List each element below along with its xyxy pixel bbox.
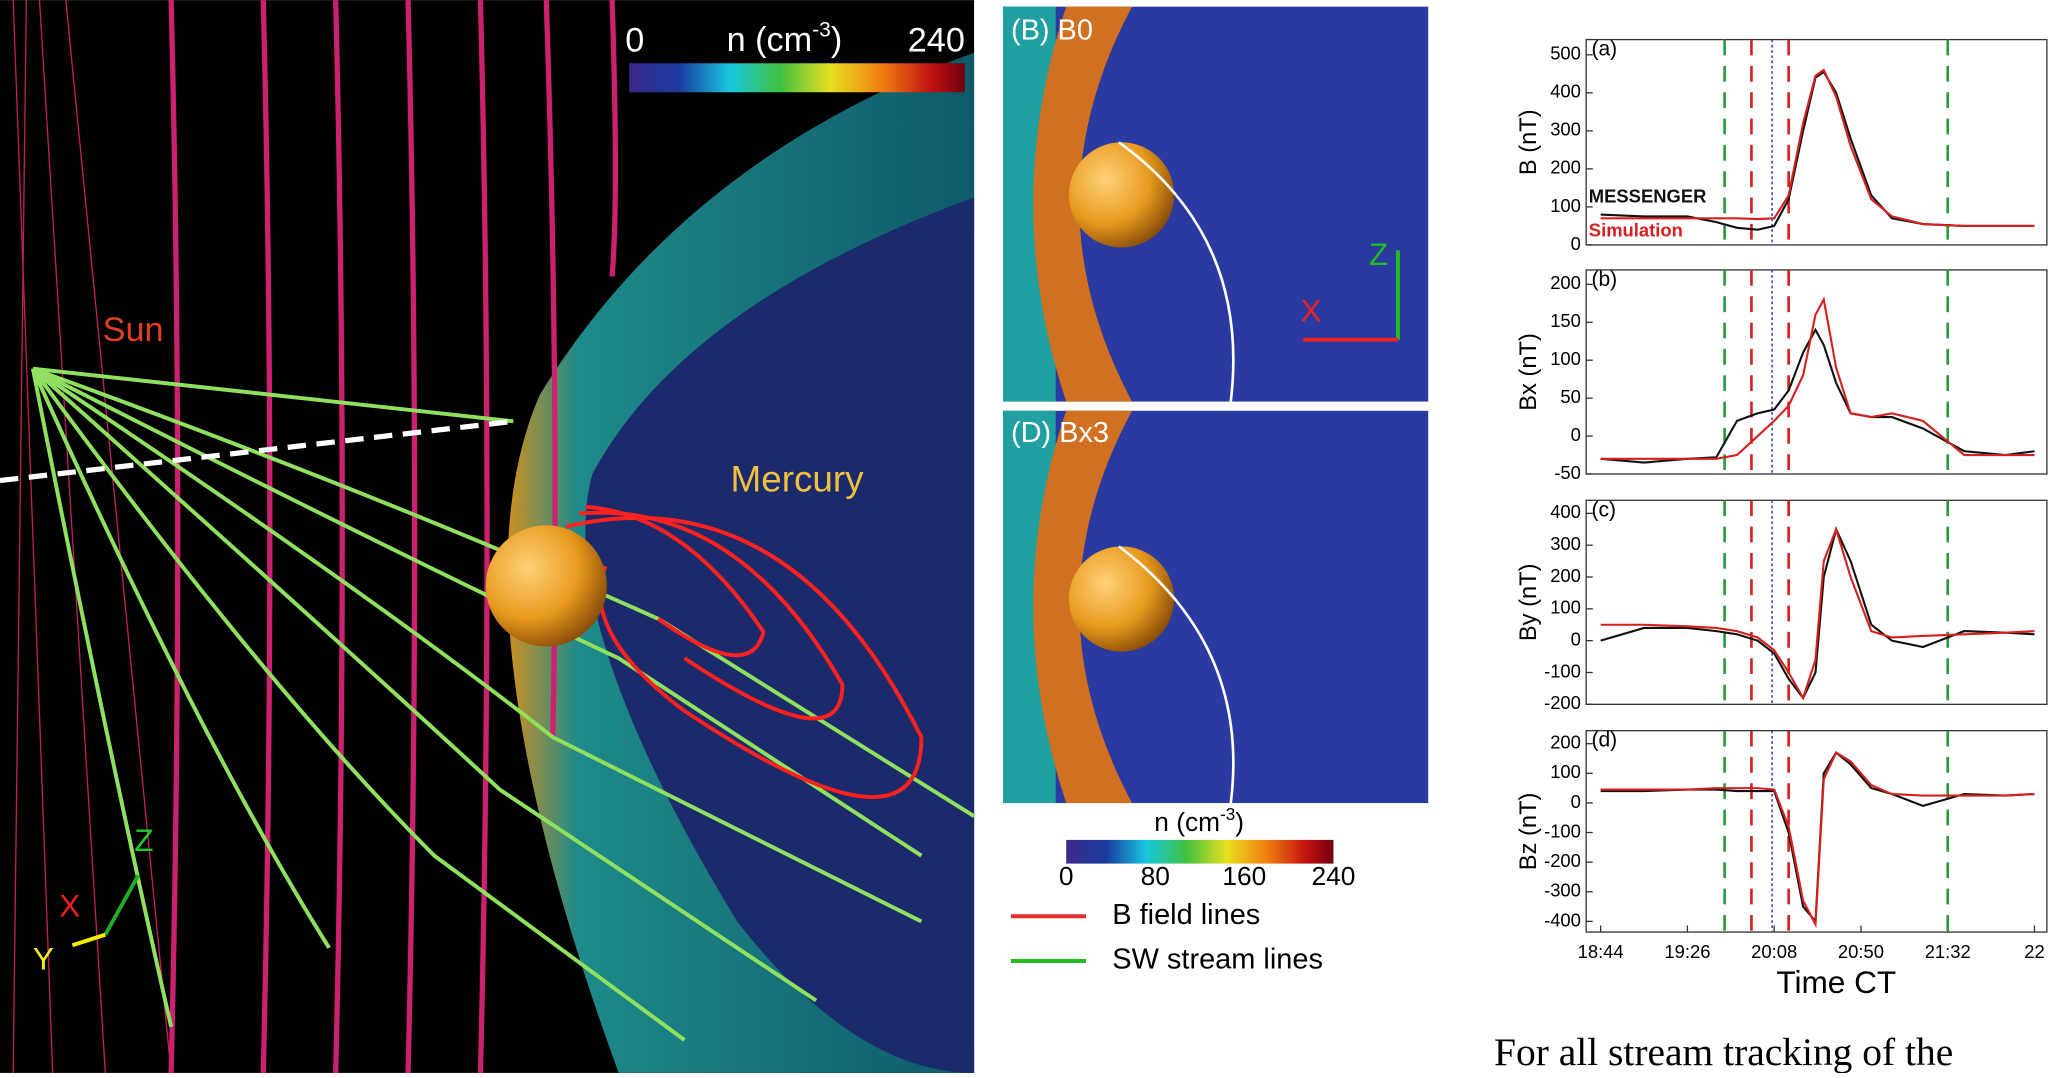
colorbar-tick: 240 [1311, 861, 1355, 891]
y-axis-label: By (nT) [1516, 563, 1542, 641]
y-tick-label: 200 [1550, 732, 1581, 753]
y-tick-label: 200 [1550, 272, 1581, 293]
sun-label: Sun [103, 311, 164, 349]
series-line [1600, 296, 2035, 460]
y-tick-label: 300 [1550, 533, 1581, 554]
y-tick-label: -400 [1544, 909, 1581, 930]
y-tick-label: 200 [1550, 157, 1581, 178]
colorbar-tick: 160 [1222, 861, 1266, 891]
y-tick-label: -100 [1544, 820, 1581, 841]
y-tick-label: 500 [1550, 43, 1581, 64]
x-tick-label: 19:26 [1664, 941, 1710, 962]
panel-label: (a) [1591, 38, 1617, 61]
series-line [1600, 526, 2035, 700]
plot-frame [1585, 730, 2048, 933]
panel-label: (b) [1591, 268, 1617, 291]
y-tick-label: 400 [1550, 501, 1581, 522]
y-tick-label: 400 [1550, 81, 1581, 102]
axis-z: Z [1369, 236, 1388, 272]
plot-frame [1585, 269, 2048, 475]
panel-label: (D) Bx3 [1011, 417, 1109, 449]
x-tick-label: 20:50 [1838, 941, 1884, 962]
x-tick-label: 22 [2024, 941, 2044, 962]
y-tick-label: 200 [1550, 565, 1581, 586]
y-tick-label: 300 [1550, 119, 1581, 140]
y-tick-label: -200 [1544, 850, 1581, 871]
x-tick-label: 20:08 [1751, 941, 1797, 962]
simulation-2d: (B) B0 (D) Bx3 Z X n (cm-3) 0 80 160 240 B … [1003, 6, 1429, 976]
legend-label: SW stream lines [1112, 944, 1323, 976]
axis-x: X [1301, 293, 1322, 329]
y-axis-label: B (nT) [1516, 109, 1542, 175]
y-tick-label: -300 [1544, 880, 1581, 901]
x-axis-label: Time CT [1776, 964, 1896, 1000]
y-tick-label: -50 [1554, 462, 1581, 483]
plot-frame [1585, 38, 2048, 246]
y-tick-label: 50 [1560, 386, 1580, 407]
axis-y: Y [33, 940, 54, 976]
y-tick-label: 100 [1550, 195, 1581, 216]
y-tick-label: 150 [1550, 310, 1581, 331]
planet-label: Mercury [731, 459, 865, 500]
series-line [1600, 751, 2035, 929]
panel-label: (d) [1591, 729, 1617, 752]
y-tick-label: 100 [1550, 761, 1581, 782]
body-text: For all stream tracking of the [1494, 1030, 1953, 1073]
series-line [1600, 68, 2035, 227]
y-tick-label: -200 [1544, 692, 1581, 713]
x-tick-label: 21:32 [1925, 941, 1971, 962]
colorbar-label: n (cm-3) [1154, 804, 1244, 837]
colorbar-min: 0 [625, 21, 644, 59]
series-line [1600, 327, 2035, 464]
colorbar-tick: 0 [1059, 861, 1074, 891]
y-axis-label: Bx (nT) [1516, 333, 1542, 411]
legend-label: MESSENGER [1589, 185, 1707, 206]
panel-label: (c) [1591, 498, 1616, 521]
axis-z: Z [134, 822, 153, 858]
series-line [1600, 526, 2035, 701]
simulation-3d: Sun Mercury n (cm-3) 0 240 Z X Y [0, 0, 976, 1073]
colorbar-max: 240 [908, 21, 965, 59]
y-tick-label: 0 [1571, 791, 1581, 812]
x-tick-label: 18:44 [1578, 941, 1624, 962]
legend-label: B field lines [1112, 899, 1260, 931]
panel-label: (B) B0 [1011, 14, 1093, 46]
colorbar-label: n (cm-3) [727, 18, 843, 59]
colorbar [1066, 839, 1334, 864]
y-tick-label: 0 [1571, 233, 1581, 254]
plot-frame [1585, 499, 2048, 705]
y-tick-label: 0 [1571, 629, 1581, 650]
y-tick-label: 100 [1550, 597, 1581, 618]
colorbar-tick: 80 [1141, 861, 1170, 891]
y-tick-label: 100 [1550, 348, 1581, 369]
axis-x: X [59, 888, 80, 924]
legend-label: Simulation [1589, 220, 1683, 241]
y-axis-label: Bz (nT) [1516, 793, 1542, 871]
y-tick-label: 0 [1571, 424, 1581, 445]
y-tick-label: -100 [1544, 660, 1581, 681]
